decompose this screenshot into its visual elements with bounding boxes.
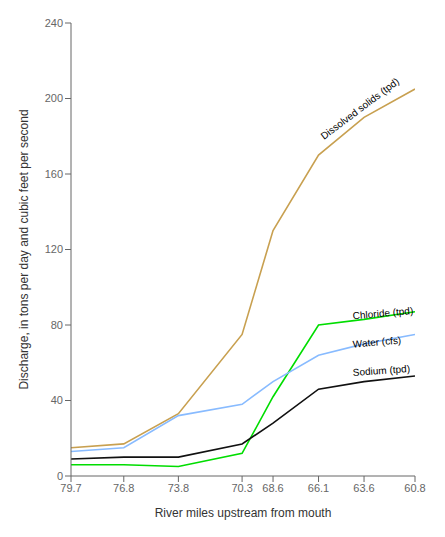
svg-text:73.8: 73.8 (168, 482, 189, 494)
svg-text:68.6: 68.6 (262, 482, 283, 494)
svg-text:63.6: 63.6 (353, 482, 374, 494)
svg-text:70.3: 70.3 (231, 482, 252, 494)
svg-text:Discharge, in tons per day and: Discharge, in tons per day and cubic fee… (17, 109, 31, 389)
svg-text:240: 240 (45, 17, 63, 29)
svg-text:River miles upstream from mout: River miles upstream from mouth (155, 506, 332, 520)
svg-text:40: 40 (51, 394, 63, 406)
svg-text:120: 120 (45, 243, 63, 255)
svg-text:200: 200 (45, 92, 63, 104)
svg-text:79.7: 79.7 (60, 482, 81, 494)
svg-text:Chloride (tpd): Chloride (tpd) (352, 305, 413, 321)
svg-text:60.8: 60.8 (404, 482, 425, 494)
svg-text:66.1: 66.1 (308, 482, 329, 494)
svg-text:80: 80 (51, 319, 63, 331)
svg-text:Dissolved solids (tpd): Dissolved solids (tpd) (319, 76, 402, 142)
svg-text:Sodium (tpd): Sodium (tpd) (352, 363, 410, 378)
svg-text:160: 160 (45, 168, 63, 180)
svg-text:0: 0 (57, 470, 63, 482)
svg-text:76.8: 76.8 (113, 482, 134, 494)
svg-text:Water (cfs): Water (cfs) (352, 334, 401, 349)
